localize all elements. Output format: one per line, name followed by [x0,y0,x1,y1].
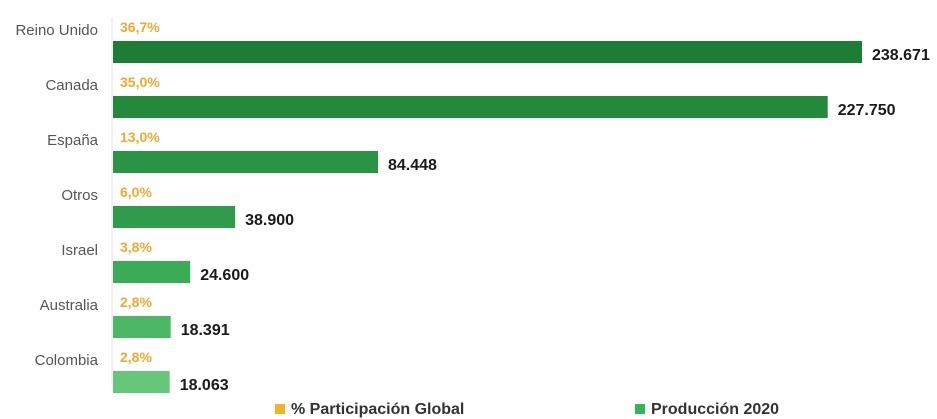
pct-data-label: 6,0% [120,184,152,200]
legend-pct-swatch [275,404,285,414]
production-bar [113,41,862,63]
category-label: Colombia [35,352,99,369]
pct-data-label: 36,7% [120,19,160,35]
production-value-label: 227.750 [838,102,896,119]
production-value-label: 18.063 [180,377,229,394]
production-bar [113,316,171,338]
category-label: Canada [45,77,98,94]
production-bar [113,206,236,228]
pct-data-label: 2,8% [120,294,152,310]
category-label: Reino Unido [15,22,98,39]
category-label: España [47,132,99,149]
pct-data-label: 3,8% [120,239,152,255]
pct-data-label: 2,8% [120,349,152,365]
production-value-label: 84.448 [388,157,437,174]
pct-data-label: 35,0% [120,74,160,90]
production-bar [113,96,828,118]
production-value-label: 238.671 [872,47,930,64]
production-bar [113,371,170,393]
category-label: Australia [40,297,99,314]
pct-data-label: 13,0% [120,129,160,145]
production-value-label: 38.900 [245,212,294,229]
legend: % Participación Global Producción 2020 [275,401,779,418]
legend-pct-label: % Participación Global [291,401,464,418]
production-bar [113,261,191,283]
production-bar [113,151,378,173]
bars-layer: Reino Unido 36,7% 238.671 Canada 35,0% 227.75… [15,19,930,394]
legend-production-label: Producción 2020 [651,401,779,418]
category-label: Otros [61,187,98,204]
legend-production-swatch [635,404,645,414]
production-value-label: 18.391 [181,322,230,339]
category-label: Israel [61,242,98,259]
production-value-label: 24.600 [200,267,249,284]
